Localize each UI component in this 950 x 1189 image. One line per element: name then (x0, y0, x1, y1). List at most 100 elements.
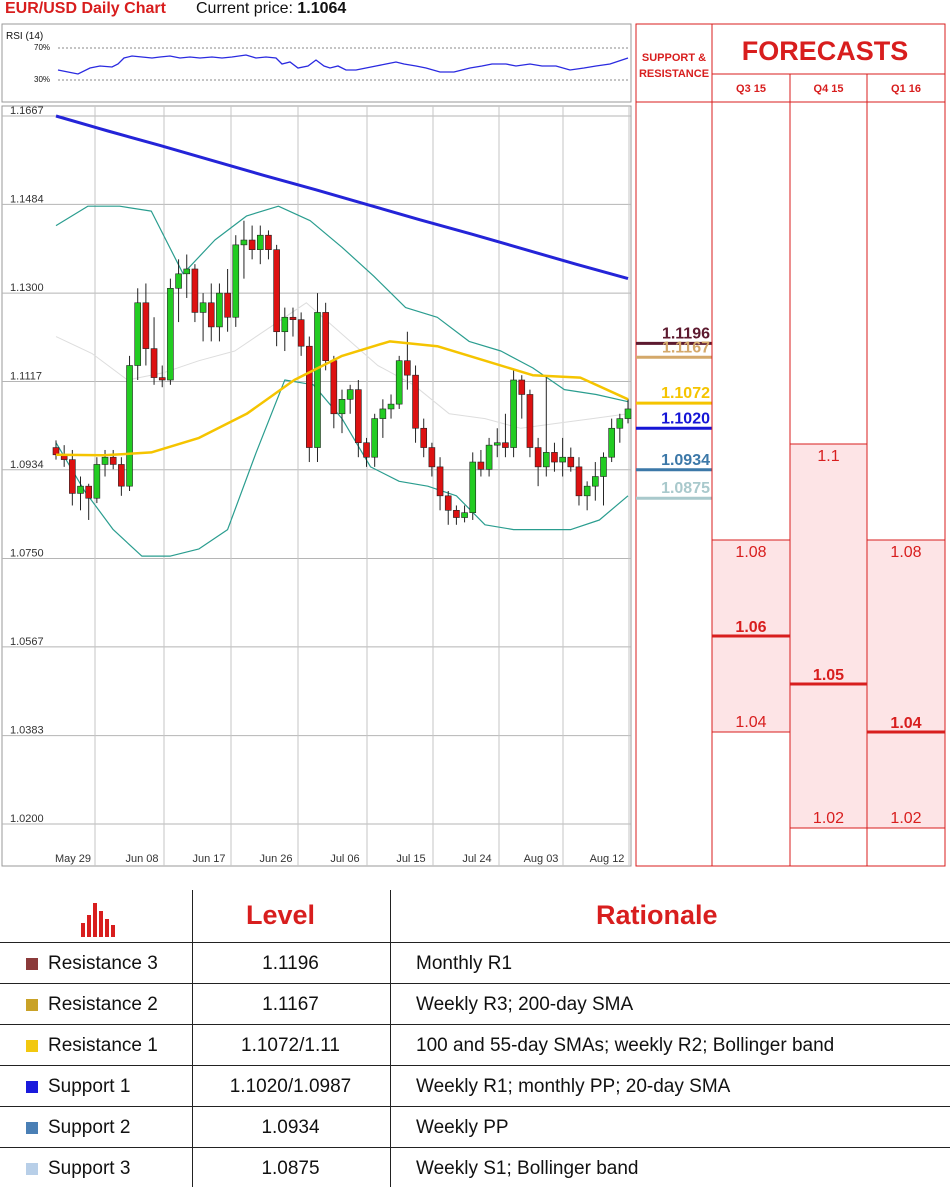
candle (453, 505, 460, 525)
candle-body-down (534, 447, 542, 468)
candle (616, 413, 624, 443)
candle-body-down (85, 485, 92, 499)
sr-level-label: 1.0875 (661, 480, 710, 497)
table-row: Resistance 1 1.1072/1.11 100 and 55-day SM… (0, 1024, 950, 1066)
table-row: Support 3 1.0875 Weekly S1; Bollinger band (0, 1147, 950, 1189)
candle (134, 288, 142, 380)
candle-body-down (191, 268, 199, 313)
x-tick-label: Jul 24 (462, 853, 491, 865)
candle-body-down (109, 456, 117, 465)
candle (534, 437, 542, 487)
candle-body-down (289, 316, 297, 320)
candle-body-down (355, 389, 362, 444)
candle-body-down (207, 302, 215, 328)
candle-body-down (404, 360, 411, 376)
level-color-swatch (26, 958, 38, 970)
candle (395, 355, 403, 409)
level-name: Resistance 3 (48, 953, 158, 974)
level-value: 1.1167 (262, 994, 319, 1015)
sr-header-line2: RESISTANCE (639, 68, 709, 80)
candle-body-down (150, 348, 158, 378)
quarter-label: Q4 15 (814, 83, 844, 95)
y-tick-label: 1.0934 (10, 459, 44, 471)
candle-body-up (93, 464, 101, 499)
table-row: Support 2 1.0934 Weekly PP (0, 1106, 950, 1148)
level-value: 1.1072/1.11 (241, 1035, 340, 1056)
chart-title: EUR/USD Daily Chart (5, 0, 166, 17)
level-name: Support 1 (48, 1076, 131, 1097)
candle (240, 220, 248, 279)
level-value: 1.1196 (262, 953, 319, 974)
sr-header-line1: SUPPORT & (642, 52, 706, 64)
candle (371, 413, 378, 467)
candle (412, 365, 419, 443)
eurusd-daily-chart: RSI (14) 70% 30% 1.1667 1.1484 1.1300 1.111… (1, 23, 946, 867)
candle (379, 399, 387, 438)
candle-body-down (142, 302, 150, 349)
sr-level-label: 1.1072 (661, 385, 710, 402)
candle (444, 490, 452, 525)
quarter-label: Q1 16 (891, 83, 921, 95)
candle (77, 476, 84, 511)
candle (126, 355, 133, 491)
candle-body-down (322, 312, 329, 361)
sr-level-label: 1.1196 (662, 325, 710, 342)
candle-body-down (551, 452, 558, 463)
x-tick-label: Jul 06 (330, 853, 359, 865)
candle (608, 418, 615, 463)
candle (502, 413, 509, 458)
forecast-low-label: 1.02 (813, 810, 844, 827)
candle (404, 331, 411, 390)
candle-body-up (493, 442, 501, 446)
candle-body-down (575, 466, 583, 497)
candle-body-up (281, 316, 289, 333)
candle (69, 449, 76, 506)
x-axis-ticks: May 29 Jun 08 Jun 17 Jun 26 Jul 06 Jul 15 Jul … (55, 853, 624, 865)
level-color-swatch (26, 1163, 38, 1175)
candle-body-up (338, 398, 346, 415)
x-tick-label: Aug 03 (524, 853, 559, 865)
level-rationale: Weekly PP (416, 1117, 509, 1138)
candle (158, 365, 166, 388)
forecast-range (866, 539, 946, 829)
forecast-high-label: 1.1 (817, 448, 839, 465)
candle (526, 389, 534, 458)
sma-line-yellow (55, 340, 629, 457)
forecast-range (789, 443, 868, 829)
candle-body-up (592, 476, 599, 487)
candle (297, 312, 305, 356)
candle (436, 457, 444, 511)
level-rationale: Weekly R3; 200-day SMA (416, 994, 634, 1015)
candle-body-up (199, 302, 207, 313)
candle-body-down (52, 447, 60, 456)
forecast-quarters: Q3 15 1.08 1.06 1.04 Q4 15 1.1 1.05 1.02 Q1 16 1.… (711, 83, 946, 829)
table-header: Level Rationale (0, 890, 950, 942)
candle-body-down (436, 466, 444, 497)
candle (289, 307, 297, 337)
candle (346, 384, 354, 414)
candle (85, 483, 92, 520)
candle (265, 230, 272, 260)
level-color-swatch (26, 1040, 38, 1052)
y-tick-label: 1.1300 (10, 282, 44, 294)
candle (493, 428, 501, 458)
rationale-header: Rationale (596, 900, 718, 930)
price-label-text: Current price: (196, 0, 298, 17)
candle (314, 293, 321, 463)
candle (273, 244, 280, 347)
candle-body-up (379, 408, 387, 419)
candle-body-up (126, 365, 133, 487)
candle (600, 452, 607, 506)
sr-level-label: 1.1167 (662, 339, 710, 356)
y-tick-label: 1.0750 (10, 548, 44, 560)
y-tick-label: 1.0383 (10, 725, 44, 737)
level-color-swatch (26, 1081, 38, 1093)
y-axis-ticks: 1.1667 1.1484 1.1300 1.1117 1.0934 1.0750 1.05… (10, 105, 44, 825)
candle-body-up (175, 273, 182, 289)
level-rationale: Weekly S1; Bollinger band (416, 1158, 639, 1179)
y-tick-label: 1.0200 (10, 813, 44, 825)
candle (542, 375, 550, 477)
sr-level-label: 1.1020 (661, 410, 710, 427)
candle-body-down (306, 345, 313, 448)
